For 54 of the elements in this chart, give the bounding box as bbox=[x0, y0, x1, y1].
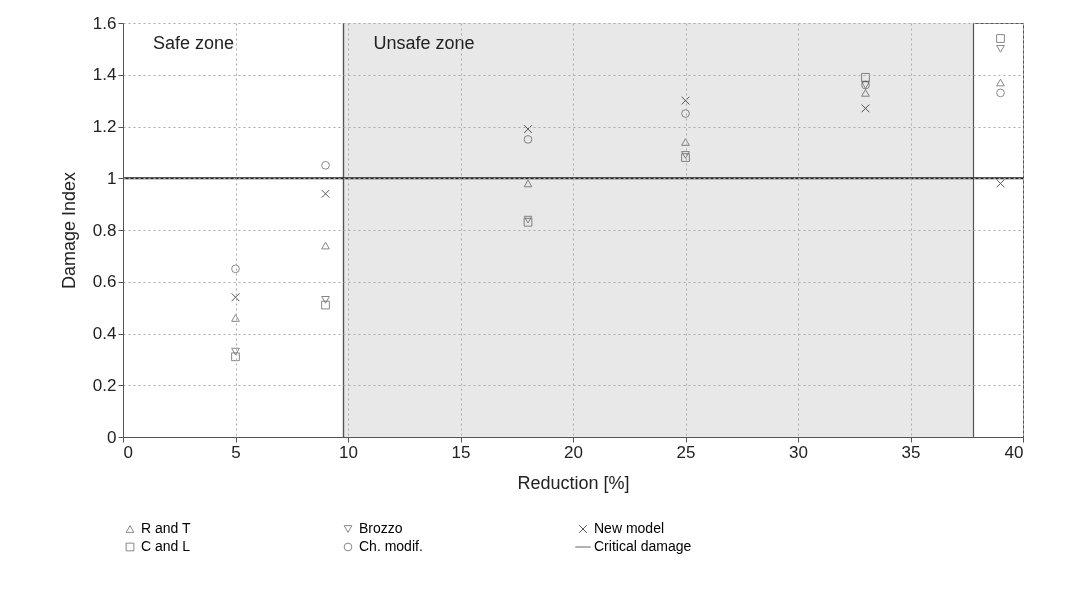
point bbox=[996, 78, 1005, 87]
x-tick-label: 0 bbox=[123, 442, 133, 462]
y-tick-label: 0.6 bbox=[92, 272, 117, 292]
y-tick-label: 0.8 bbox=[92, 220, 117, 240]
point bbox=[231, 314, 240, 322]
x-tick-label: 5 bbox=[231, 442, 241, 462]
y-axis-title: Damage Index bbox=[58, 171, 79, 290]
legend-label: R and T bbox=[141, 520, 191, 536]
legend-label: Brozzo bbox=[359, 520, 403, 536]
x-tick-label: 25 bbox=[676, 442, 696, 462]
point bbox=[321, 296, 330, 304]
band-label: Safe zone bbox=[153, 33, 235, 53]
y-tick-label: 0.4 bbox=[92, 324, 117, 343]
point bbox=[231, 352, 240, 362]
point bbox=[321, 241, 330, 250]
point bbox=[861, 72, 870, 82]
legend-label: Ch. modif. bbox=[359, 538, 423, 554]
legend-label: C and L bbox=[141, 538, 191, 554]
y-tick-label: 1.4 bbox=[92, 65, 117, 85]
point bbox=[996, 179, 1005, 188]
point bbox=[996, 88, 1005, 98]
point bbox=[231, 292, 240, 302]
point bbox=[231, 347, 240, 356]
point bbox=[231, 264, 240, 274]
point bbox=[996, 34, 1005, 43]
y-tick-label: 1 bbox=[107, 168, 117, 188]
point bbox=[861, 89, 870, 97]
x-tick-label: 40 bbox=[1004, 442, 1024, 462]
point bbox=[681, 138, 690, 146]
point bbox=[681, 109, 690, 118]
point bbox=[523, 135, 533, 144]
point bbox=[681, 153, 690, 162]
point bbox=[321, 160, 330, 170]
point bbox=[861, 104, 870, 113]
band-label: Unsafe zone bbox=[373, 33, 475, 53]
x-tick-label: 20 bbox=[564, 442, 583, 462]
x-tick-label: 15 bbox=[451, 442, 471, 462]
y-tick-label: 1.2 bbox=[92, 117, 117, 136]
legend-label: Critical damage bbox=[594, 538, 692, 554]
point bbox=[523, 179, 533, 188]
point bbox=[681, 96, 690, 105]
point bbox=[996, 45, 1005, 53]
point bbox=[523, 124, 533, 134]
x-axis-title: Reduction [%] bbox=[517, 472, 630, 493]
point bbox=[321, 189, 330, 199]
x-tick-label: 35 bbox=[901, 442, 921, 462]
y-tick-label: 0.2 bbox=[92, 375, 117, 395]
x-tick-label: 10 bbox=[339, 442, 358, 462]
legend-label: New model bbox=[594, 520, 665, 536]
y-tick-label: 1.6 bbox=[92, 13, 117, 33]
x-tick-label: 30 bbox=[789, 442, 808, 462]
y-tick-label: 0 bbox=[107, 427, 117, 447]
point bbox=[321, 300, 330, 310]
point bbox=[681, 151, 690, 159]
